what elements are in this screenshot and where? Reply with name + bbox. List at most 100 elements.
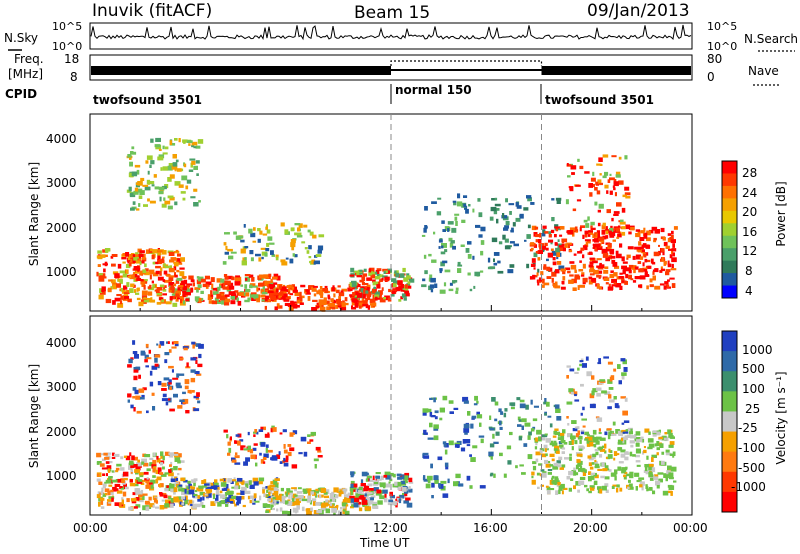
velocity-cell-9-71 [270, 457, 274, 461]
power-cell-7-114 [625, 226, 631, 230]
power-cell-2-196 [319, 299, 325, 305]
power-cell-7-229 [588, 276, 593, 280]
velocity-cell-7-37 [618, 461, 624, 464]
power-cell-8-54 [570, 165, 577, 170]
velocity-cell-7-256 [610, 472, 617, 477]
power-cell-2-122 [338, 292, 345, 297]
velocity-cell-3-74 [384, 493, 387, 498]
power-cell-9-17 [280, 222, 285, 227]
velocity-cell-7-45 [563, 442, 568, 445]
nsky-panel [89, 22, 693, 50]
power-cell-1-119 [192, 282, 195, 287]
power-cell-7-213 [601, 224, 606, 230]
velocity-cell-3-51 [358, 501, 362, 505]
velocity-cell-8-16 [575, 433, 579, 438]
power-cell-8-21 [592, 183, 595, 188]
velocity-cb-title: Velocity [m s⁻¹] [774, 371, 788, 464]
power-cell-7-246 [530, 263, 536, 267]
velocity-cell-1-194 [190, 486, 196, 490]
velocity-cell-8-71 [574, 426, 580, 429]
velocity-cell-5-85 [448, 440, 454, 446]
power-cell-8-8 [599, 173, 602, 176]
power-cell-3-36 [359, 279, 364, 283]
power-cell-3-105 [404, 284, 408, 289]
velocity-cell-0-34 [96, 452, 102, 458]
power-cell-6-2 [507, 269, 514, 274]
velocity-cell-0-29 [162, 455, 165, 461]
power-cell-2-176 [283, 291, 287, 294]
velocity-cell-7-225 [597, 447, 602, 451]
velocity-cell-0-97 [140, 479, 146, 482]
velocity-cell-2-175 [333, 510, 336, 516]
power-cell-1-207 [185, 292, 191, 296]
velocity-cell-1-73 [226, 488, 230, 493]
velocity-cell-5-69 [463, 400, 469, 404]
power-cell-7-122 [628, 269, 632, 274]
power-cell-4-110 [172, 162, 178, 167]
power-cell-7-164 [667, 237, 674, 243]
power-cell-3-33 [364, 286, 368, 289]
power-cell-7-309 [551, 271, 557, 277]
velocity-cell-5-73 [463, 423, 470, 429]
velocity-cell-9-42 [253, 434, 256, 437]
velocity-cell-4-2 [175, 382, 181, 387]
velocity-cell-0-124 [108, 501, 111, 504]
velocity-cell-1-91 [230, 499, 234, 504]
power-cell-0-194 [110, 255, 114, 259]
velocity-cell-4-116 [169, 386, 172, 391]
velocity-cell-1-203 [190, 503, 193, 506]
power-cell-5-12 [465, 248, 470, 253]
velocity-cell-7-118 [594, 461, 598, 465]
velocity-cell-3-100 [397, 476, 403, 480]
power-cell-7-316 [609, 248, 615, 254]
power-cell-0-152 [180, 257, 185, 262]
velocity-cell-0-188 [129, 460, 134, 464]
velocity-cell-1-119 [219, 490, 223, 494]
velocity-cell-7-294 [635, 431, 641, 436]
power-cell-0-120 [174, 261, 179, 267]
power-cell-2-140 [322, 288, 328, 292]
power-cell-0-246 [140, 279, 144, 282]
velocity-cell-3-118 [392, 473, 396, 478]
velocity-cell-0-231 [104, 488, 110, 493]
velocity-cell-9-61 [283, 444, 286, 449]
velocity-cell-5-7 [480, 438, 484, 444]
velocity-cell-3-12 [404, 472, 410, 477]
velocity-cell-8-40 [598, 382, 604, 385]
velocity-cell-1-217 [226, 497, 230, 503]
power-cell-7-118 [644, 271, 648, 276]
power-cell-0-36 [157, 248, 160, 251]
velocity-cell-1-54 [251, 497, 254, 503]
velocity-cell-4-64 [161, 382, 167, 387]
velocity-cell-2-73 [270, 496, 274, 500]
velocity-cell-1-151 [226, 490, 233, 496]
power-cell-1-72 [245, 278, 248, 281]
power-cell-3-137 [370, 275, 375, 279]
velocity-cell-2-68 [268, 491, 271, 496]
velocity-cell-7-324 [609, 450, 613, 453]
power-cell-3-127 [373, 287, 376, 289]
velocity-cell-9-20 [317, 450, 322, 453]
velocity-cell-9-58 [298, 452, 303, 455]
power-cell-2-106 [361, 286, 368, 291]
velocity-cell-1-164 [270, 481, 274, 485]
velocity-cell-2-119 [269, 487, 274, 491]
power-cell-4-118 [183, 163, 187, 168]
velocity-cell-0-67 [114, 502, 120, 506]
power-cell-7-125 [611, 284, 618, 287]
velocity-cell-1-206 [170, 478, 176, 483]
power-cell-1-199 [247, 297, 251, 301]
velocity-cell-0-54 [133, 506, 138, 509]
power-cell-7-226 [577, 251, 582, 254]
velocity-cell-1-57 [272, 479, 278, 484]
velocity-cell-0-151 [121, 479, 125, 483]
power-cell-5-6 [472, 208, 475, 213]
power-cell-2-138 [299, 302, 304, 305]
power-cell-9-45 [243, 224, 246, 228]
power-cell-2-50 [272, 291, 277, 295]
power-cell-7-319 [554, 269, 560, 274]
velocity-cell-7-0 [558, 432, 562, 437]
power-cell-4-51 [129, 161, 133, 167]
power-cell-5-61 [467, 272, 471, 276]
power-cell-6-42 [490, 206, 497, 212]
